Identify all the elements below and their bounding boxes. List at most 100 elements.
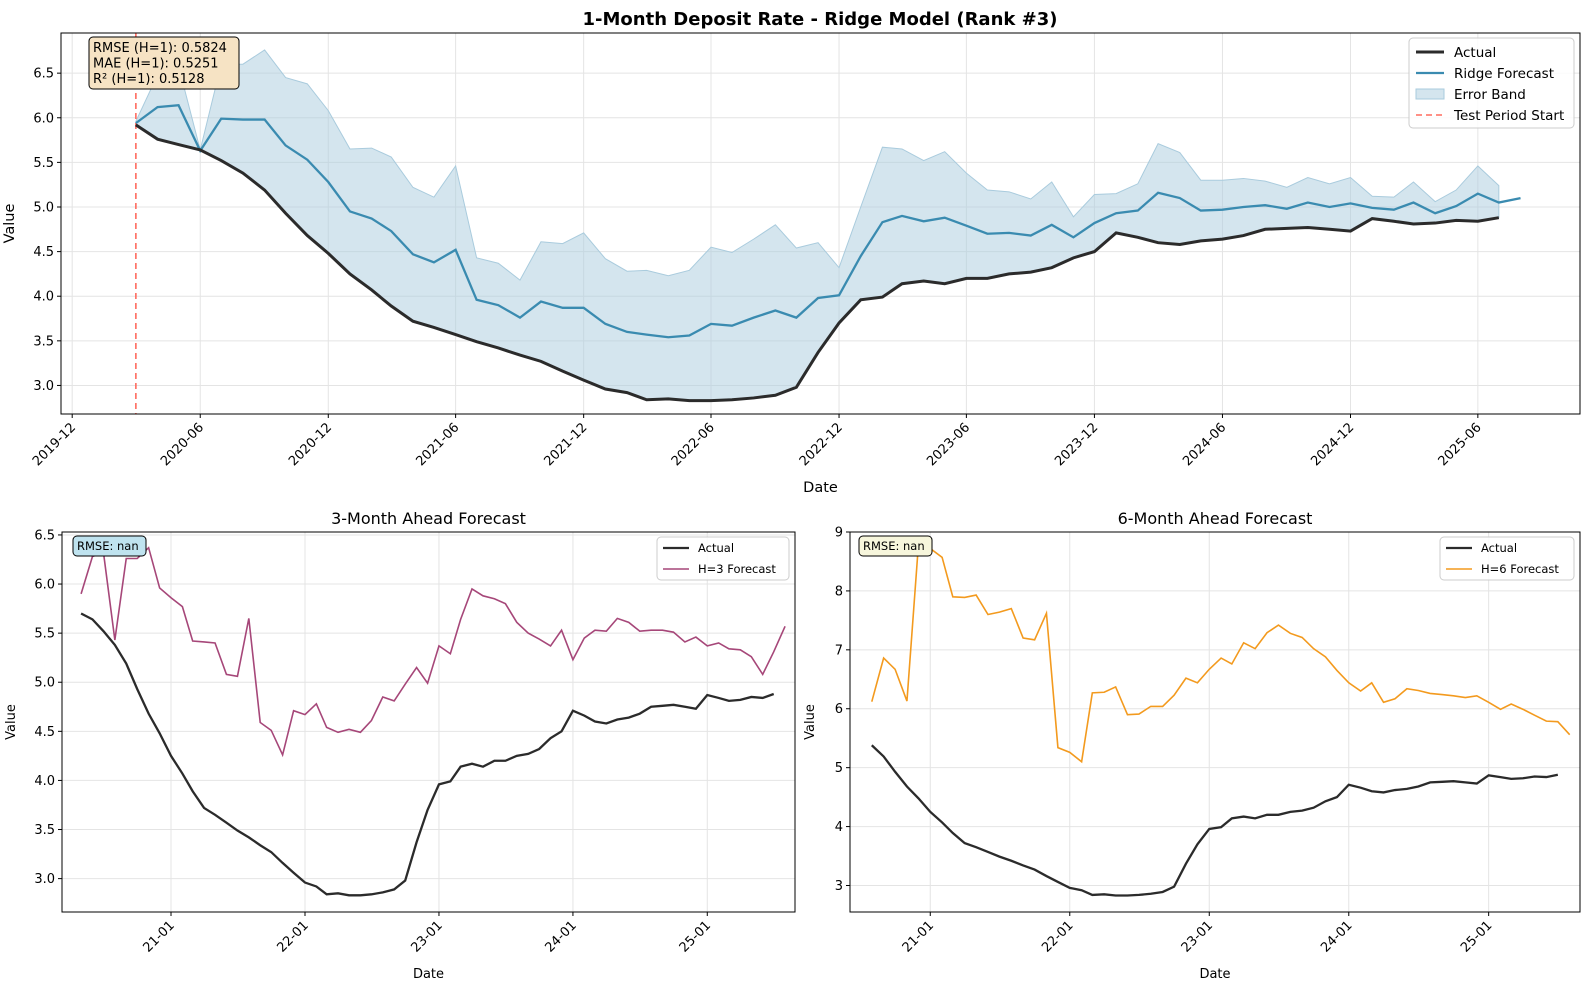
x-axis: 21-01 22-01 23-01 24-01 25-01: [141, 912, 714, 956]
y-tick-label: 7: [835, 643, 843, 658]
x-axis-label: Date: [803, 480, 838, 496]
series-group: [80, 546, 786, 897]
y-tick-label: 6.5: [34, 528, 55, 543]
x-axis: 2019-12 2020-06 2020-12 2021-06 2021-12 2022-…: [30, 414, 1485, 469]
y-tick-label: 6: [835, 702, 843, 717]
x-tick-label: 2021-06: [413, 420, 462, 469]
y-tick-label: 4: [835, 820, 843, 835]
x-tick-label: 22-01: [274, 918, 311, 955]
legend-swatch: [1415, 88, 1445, 100]
grid: [62, 532, 795, 912]
y-tick-label: 3.5: [33, 334, 54, 349]
chart-title: 3-Month Ahead Forecast: [331, 509, 526, 528]
actual-line: [80, 612, 775, 897]
y-tick-label: 3.0: [34, 872, 55, 887]
x-tick-label: 23-01: [408, 918, 445, 955]
x-tick-label: 24-01: [542, 918, 579, 955]
y-tick-label: 5.5: [34, 627, 55, 642]
y-tick-label: 3: [835, 879, 843, 894]
x-tick-label: 2019-12: [30, 420, 79, 469]
y-tick-label: 4.0: [33, 290, 54, 305]
metrics-line: MAE (H=1): 0.5251: [93, 57, 219, 72]
metrics-line: RMSE (H=1): 0.5824: [93, 41, 227, 56]
x-tick-label: 24-01: [1318, 918, 1355, 955]
x-tick-label: 22-01: [1039, 918, 1076, 955]
y-tick-label: 5: [835, 761, 843, 776]
legend-frame: [1408, 37, 1575, 129]
chart-title: 6-Month Ahead Forecast: [1118, 509, 1313, 528]
legend-label: Actual: [698, 541, 734, 555]
legend-frame: [656, 536, 790, 581]
rmse-label: RMSE: nan: [77, 539, 139, 553]
y-tick-label: 4.5: [33, 245, 54, 260]
series-group: [870, 543, 1571, 897]
y-tick-label: 3.5: [34, 823, 55, 838]
x-tick-label: 2020-12: [286, 420, 335, 469]
y-tick-label: 4.5: [34, 725, 55, 740]
y-tick-label: 6.0: [33, 111, 54, 126]
x-tick-label: 2022-12: [797, 420, 846, 469]
y-axis: 3.0 3.5 4.0 4.5 5.0 5.5 6.0 6.5: [34, 528, 62, 887]
x-tick-label: 2024-12: [1308, 420, 1357, 469]
x-tick-label: 21-01: [900, 918, 937, 955]
y-tick-label: 6.0: [34, 578, 55, 593]
legend-label: H=3 Forecast: [698, 562, 776, 576]
h3-forecast-line: [80, 546, 786, 758]
plot-frame: [849, 531, 1581, 913]
y-axis: 3 4 5 6 7 8 9: [835, 526, 850, 894]
legend-label: H=6 Forecast: [1481, 562, 1559, 576]
y-axis-label: Value: [2, 204, 18, 244]
series-group: [135, 33, 1521, 414]
legend: Actual H=3 Forecast: [656, 536, 790, 581]
main-chart-panel: 2019-12 2020-06 2020-12 2021-06 2021-12 2022-…: [2, 32, 1581, 496]
legend-label: Test Period Start: [1453, 108, 1564, 124]
legend-frame: [1439, 536, 1575, 581]
legend-label: Actual: [1481, 541, 1517, 555]
x-tick-label: 21-01: [141, 918, 178, 955]
legend-label: Error Band: [1454, 87, 1526, 103]
y-tick-label: 4.0: [34, 774, 55, 789]
plot-frame: [60, 32, 1581, 415]
x-tick-label: 2020-06: [158, 420, 207, 469]
x-tick-label: 25-01: [677, 918, 714, 955]
x-axis-label: Date: [413, 967, 444, 982]
error-band-area: [135, 49, 1500, 402]
y-tick-label: 8: [835, 584, 843, 599]
legend-label: Actual: [1454, 45, 1496, 61]
x-tick-label: 2022-06: [669, 420, 718, 469]
y-tick-label: 3.0: [33, 379, 54, 394]
rmse-box: [858, 535, 933, 557]
x-tick-label: 2023-12: [1052, 420, 1101, 469]
h6-forecast-line: [871, 543, 1571, 764]
rmse-box: [72, 535, 147, 557]
h3-chart-panel: 21-01 22-01 23-01 24-01 25-01 3.0 3.5 4.0 4.5 5.0…: [4, 509, 796, 982]
rmse-label: RMSE: nan: [863, 539, 925, 553]
legend: Actual H=6 Forecast: [1439, 536, 1575, 581]
x-tick-label: 23-01: [1179, 918, 1216, 955]
y-axis-label: Value: [803, 704, 818, 740]
y-tick-label: 5.0: [33, 200, 54, 215]
actual-line: [870, 744, 1559, 897]
y-tick-label: 5.0: [34, 676, 55, 691]
x-tick-label: 2024-06: [1180, 420, 1229, 469]
rmse-annotation: RMSE: nan: [72, 535, 147, 557]
x-axis-label: Date: [1199, 967, 1230, 982]
metrics-box: [88, 36, 240, 90]
grid: [850, 531, 1580, 912]
figure-suptitle: 1-Month Deposit Rate - Ridge Model (Rank…: [583, 9, 1058, 30]
y-axis: 3.0 3.5 4.0 4.5 5.0 5.5 6.0 6.5: [33, 67, 61, 394]
x-tick-label: 2025-06: [1436, 420, 1485, 469]
y-axis-label: Value: [4, 704, 19, 740]
plot-frame: [61, 531, 796, 913]
actual-line: [135, 123, 1500, 403]
legend: Actual Ridge Forecast Error Band Test Perio…: [1408, 37, 1575, 129]
x-axis: 21-01 22-01 23-01 24-01 25-01: [900, 912, 1495, 956]
x-tick-label: 2023-06: [924, 420, 973, 469]
x-tick-label: 2021-12: [541, 420, 590, 469]
y-tick-label: 6.5: [33, 67, 54, 82]
metrics-line: R² (H=1): 0.5128: [93, 72, 204, 87]
rmse-annotation: RMSE: nan: [858, 535, 933, 557]
ridge-forecast-line: [135, 104, 1521, 339]
